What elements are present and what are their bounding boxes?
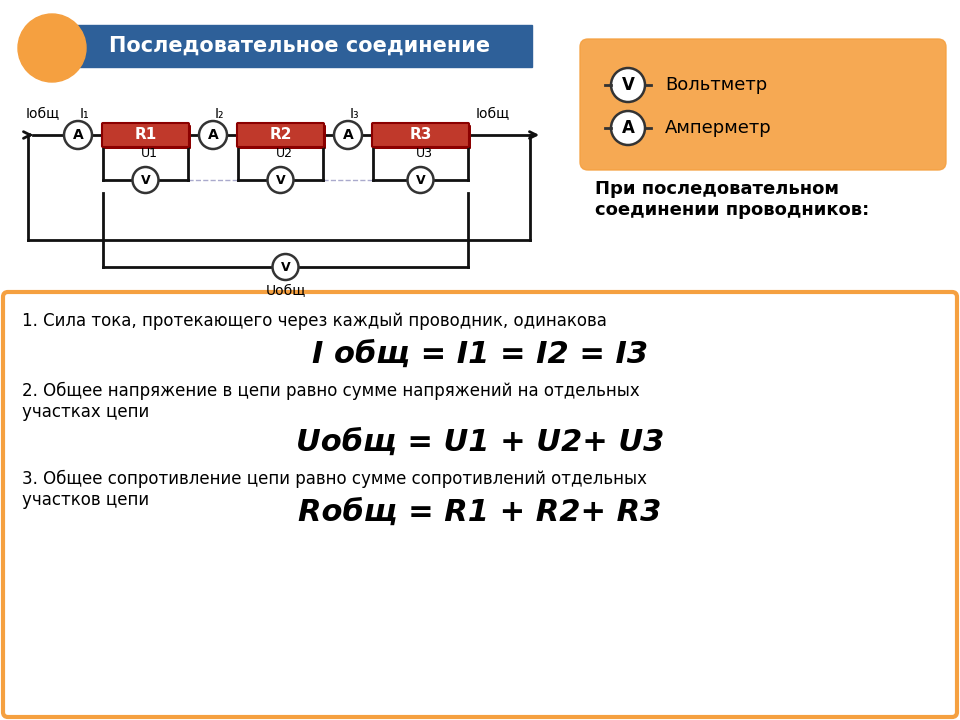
- Text: I₁: I₁: [80, 107, 89, 121]
- Text: V: V: [416, 174, 425, 186]
- Text: I₃: I₃: [350, 107, 360, 121]
- Text: Iобщ: Iобщ: [26, 107, 60, 121]
- FancyBboxPatch shape: [3, 292, 957, 717]
- FancyBboxPatch shape: [580, 39, 946, 170]
- Circle shape: [407, 167, 434, 193]
- Circle shape: [64, 121, 92, 149]
- Circle shape: [273, 254, 299, 280]
- Text: Rобщ = R1 + R2+ R3: Rобщ = R1 + R2+ R3: [299, 498, 661, 527]
- Text: V: V: [280, 261, 290, 274]
- Text: 2. Общее напряжение в цепи равно сумме напряжений на отдельных
участках цепи: 2. Общее напряжение в цепи равно сумме н…: [22, 382, 639, 421]
- Circle shape: [18, 14, 86, 82]
- Text: U1: U1: [140, 147, 157, 160]
- Text: R3: R3: [409, 127, 432, 142]
- Text: I общ = I1 = I2 = I3: I общ = I1 = I2 = I3: [312, 340, 648, 369]
- Text: 3. Общее сопротивление цепи равно сумме сопротивлений отдельных
участков цепи: 3. Общее сопротивление цепи равно сумме …: [22, 470, 647, 509]
- Text: При последовательном
соединении проводников:: При последовательном соединении проводни…: [595, 180, 869, 219]
- Circle shape: [334, 121, 362, 149]
- Text: V: V: [141, 174, 151, 186]
- Text: 1. Сила тока, протекающего через каждый проводник, одинакова: 1. Сила тока, протекающего через каждый …: [22, 312, 607, 330]
- Circle shape: [199, 121, 227, 149]
- FancyBboxPatch shape: [239, 125, 326, 149]
- Text: A: A: [621, 119, 635, 137]
- Text: Iобщ: Iобщ: [476, 107, 510, 121]
- Text: A: A: [207, 128, 218, 142]
- FancyBboxPatch shape: [62, 25, 532, 67]
- Text: Uобщ = U1 + U2+ U3: Uобщ = U1 + U2+ U3: [296, 428, 664, 457]
- FancyBboxPatch shape: [372, 123, 469, 147]
- Text: A: A: [343, 128, 353, 142]
- Text: Амперметр: Амперметр: [665, 119, 772, 137]
- FancyBboxPatch shape: [102, 123, 189, 147]
- FancyBboxPatch shape: [104, 125, 191, 149]
- Text: V: V: [276, 174, 285, 186]
- Circle shape: [132, 167, 158, 193]
- Text: Uобщ: Uобщ: [265, 284, 305, 298]
- Text: U3: U3: [416, 147, 433, 160]
- Text: R1: R1: [134, 127, 156, 142]
- Text: V: V: [621, 76, 635, 94]
- Circle shape: [268, 167, 294, 193]
- FancyBboxPatch shape: [374, 125, 471, 149]
- Text: I₂: I₂: [215, 107, 225, 121]
- Text: Последовательное соединение: Последовательное соединение: [109, 36, 491, 56]
- Text: Вольтметр: Вольтметр: [665, 76, 767, 94]
- Text: U2: U2: [276, 147, 293, 160]
- Text: R2: R2: [269, 127, 292, 142]
- Circle shape: [611, 111, 645, 145]
- FancyBboxPatch shape: [237, 123, 324, 147]
- Circle shape: [611, 68, 645, 102]
- Text: A: A: [73, 128, 84, 142]
